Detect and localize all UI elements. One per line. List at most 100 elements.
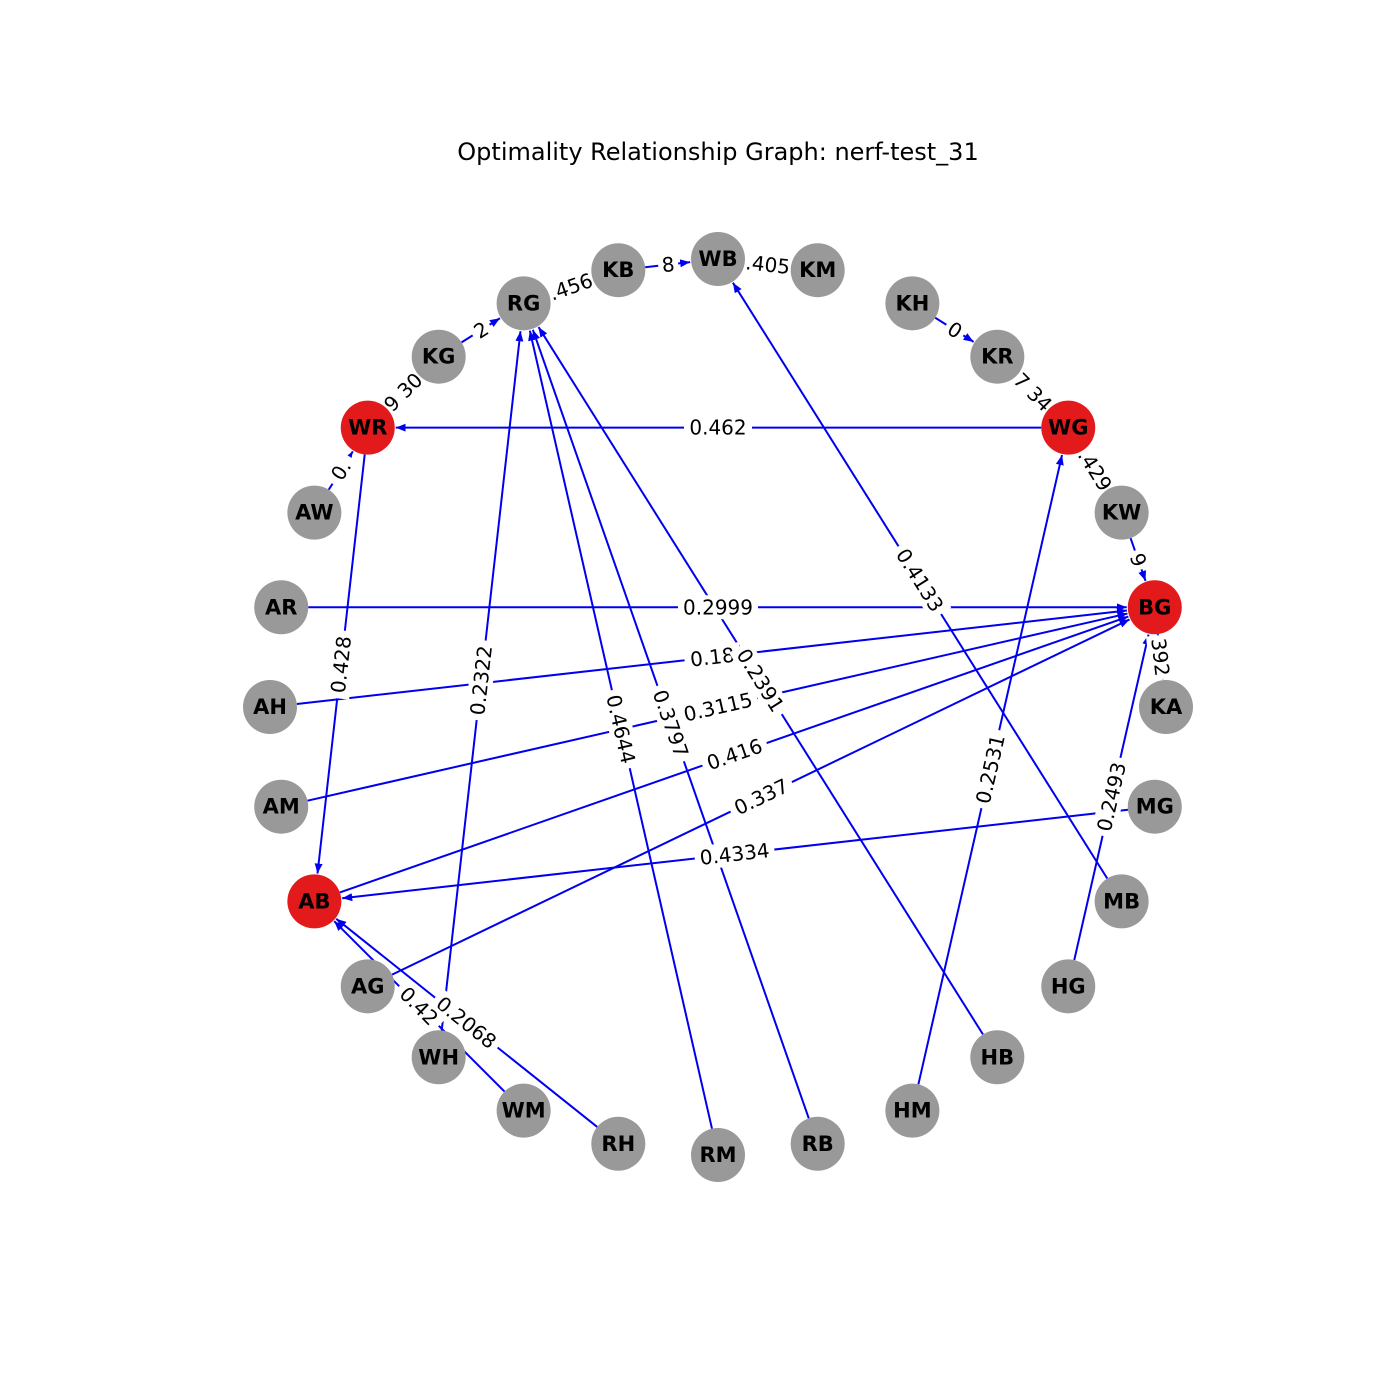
edge-label-background — [322, 450, 360, 491]
edge-label-background — [1123, 546, 1153, 574]
node-circle — [496, 276, 551, 331]
node-rh: RH — [591, 1116, 646, 1171]
edge-label-background — [1004, 363, 1062, 421]
node-mg: MG — [1127, 779, 1182, 834]
node-circle — [591, 243, 646, 298]
edge-label-background — [693, 837, 776, 871]
node-rm: RM — [691, 1128, 745, 1182]
node-circle — [885, 276, 940, 331]
edge-label-background — [374, 363, 432, 421]
node-label: BG — [1138, 595, 1171, 619]
edge-label: .456 — [546, 268, 596, 305]
edge-label-background — [698, 731, 771, 777]
edge-label-background — [656, 251, 680, 278]
node-wh: WH — [411, 1030, 466, 1085]
edge-label-group: 0.2531 — [969, 727, 1011, 811]
node-circle — [691, 1128, 745, 1182]
edge-label-background — [725, 771, 798, 823]
node-circle — [970, 1030, 1025, 1085]
node-ar: AR — [254, 580, 309, 635]
edge-label-background — [940, 314, 970, 346]
node-label: MG — [1136, 795, 1174, 819]
node-circle — [1041, 400, 1096, 455]
node-circle — [411, 329, 466, 384]
edge-label-background — [646, 681, 696, 766]
edge-label: 0.2999 — [683, 595, 753, 619]
node-label: WM — [502, 1099, 546, 1123]
node-wr: WR — [340, 400, 395, 455]
node-label: WG — [1048, 416, 1088, 440]
edge-label-group: 2 — [466, 314, 496, 346]
node-mb: MB — [1094, 874, 1149, 929]
node-circle — [340, 400, 395, 455]
edge-label-group: 0.4133 — [888, 539, 952, 621]
edge-label-background — [729, 640, 792, 721]
edge-label: 0.428 — [326, 635, 356, 695]
edge-label-group: 0.18 — [683, 642, 742, 673]
node-label: AG — [351, 974, 385, 998]
node-label: WH — [418, 1045, 459, 1069]
edge-label-background — [466, 314, 496, 346]
edge-label-group: 9 — [1123, 546, 1153, 574]
edge-label-group: 0.3115 — [676, 686, 760, 728]
node-am: AM — [254, 779, 309, 834]
node-circle — [1094, 485, 1149, 540]
node-label: AM — [263, 795, 300, 819]
edge-label-group: 0.462 — [684, 415, 752, 440]
edge-label-background — [325, 629, 357, 700]
edge-label-group: 0.416 — [698, 731, 771, 777]
node-circle — [691, 232, 745, 286]
edge-label-group: 0.2999 — [678, 595, 758, 620]
edge-label-background — [684, 415, 752, 440]
node-circle — [496, 1083, 551, 1138]
nodes-layer: WB KM KH KR WG KW BG KA MG MB HG HB HM RB RM RH WM WH AG AB… — [243, 232, 1193, 1182]
edge-label-group: 392 — [1145, 633, 1175, 681]
node-circle — [287, 485, 342, 540]
edge-label-background — [600, 687, 642, 771]
node-wm: WM — [496, 1083, 551, 1138]
node-label: RG — [507, 291, 540, 315]
node-circle — [411, 1030, 466, 1085]
edge-label: 0.3115 — [681, 688, 755, 727]
edge-label-group: 0. — [322, 450, 360, 491]
edge-label: 0.2493 — [1092, 760, 1131, 834]
edge-label-background — [1069, 440, 1121, 501]
edge-label: 8 — [660, 252, 675, 277]
node-hb: HB — [970, 1030, 1025, 1085]
node-circle — [254, 580, 309, 635]
node-rg: RG — [496, 276, 551, 331]
node-label: MB — [1103, 889, 1140, 913]
edge-label: 0.4644 — [601, 692, 640, 766]
edge-label-group: 0 — [940, 314, 970, 346]
edge-label-background — [390, 977, 448, 1035]
node-label: RH — [601, 1132, 635, 1156]
node-label: KH — [895, 291, 929, 315]
node-ab: AB — [287, 874, 342, 929]
edge-label-group: 0.337 — [725, 771, 798, 823]
node-circle — [591, 1116, 646, 1171]
node-kw: KW — [1094, 485, 1149, 540]
node-label: KR — [981, 345, 1013, 369]
node-label: HM — [893, 1099, 931, 1123]
node-circle — [790, 1116, 845, 1171]
edge-label-group: 8 — [656, 251, 680, 278]
edge-label-background — [427, 988, 506, 1057]
node-circle — [254, 779, 309, 834]
edge-label: 0.416 — [704, 734, 766, 776]
node-label: AW — [295, 501, 333, 525]
node-hm: HM — [885, 1083, 940, 1138]
edge-label: .405 — [744, 250, 791, 279]
node-label: RB — [802, 1132, 834, 1156]
node-label: RM — [699, 1143, 736, 1167]
node-circle — [1139, 680, 1193, 734]
edge-label: 392 — [1146, 637, 1174, 678]
node-circle — [340, 959, 395, 1014]
edge-label: 0.462 — [689, 416, 746, 440]
edge-label-group: 0.2322 — [464, 639, 498, 722]
node-label: AH — [253, 695, 287, 719]
node-rb: RB — [790, 1116, 845, 1171]
node-circle — [790, 243, 845, 298]
edge-label-group: 0.2493 — [1090, 755, 1133, 839]
edge-label-background — [969, 727, 1011, 811]
